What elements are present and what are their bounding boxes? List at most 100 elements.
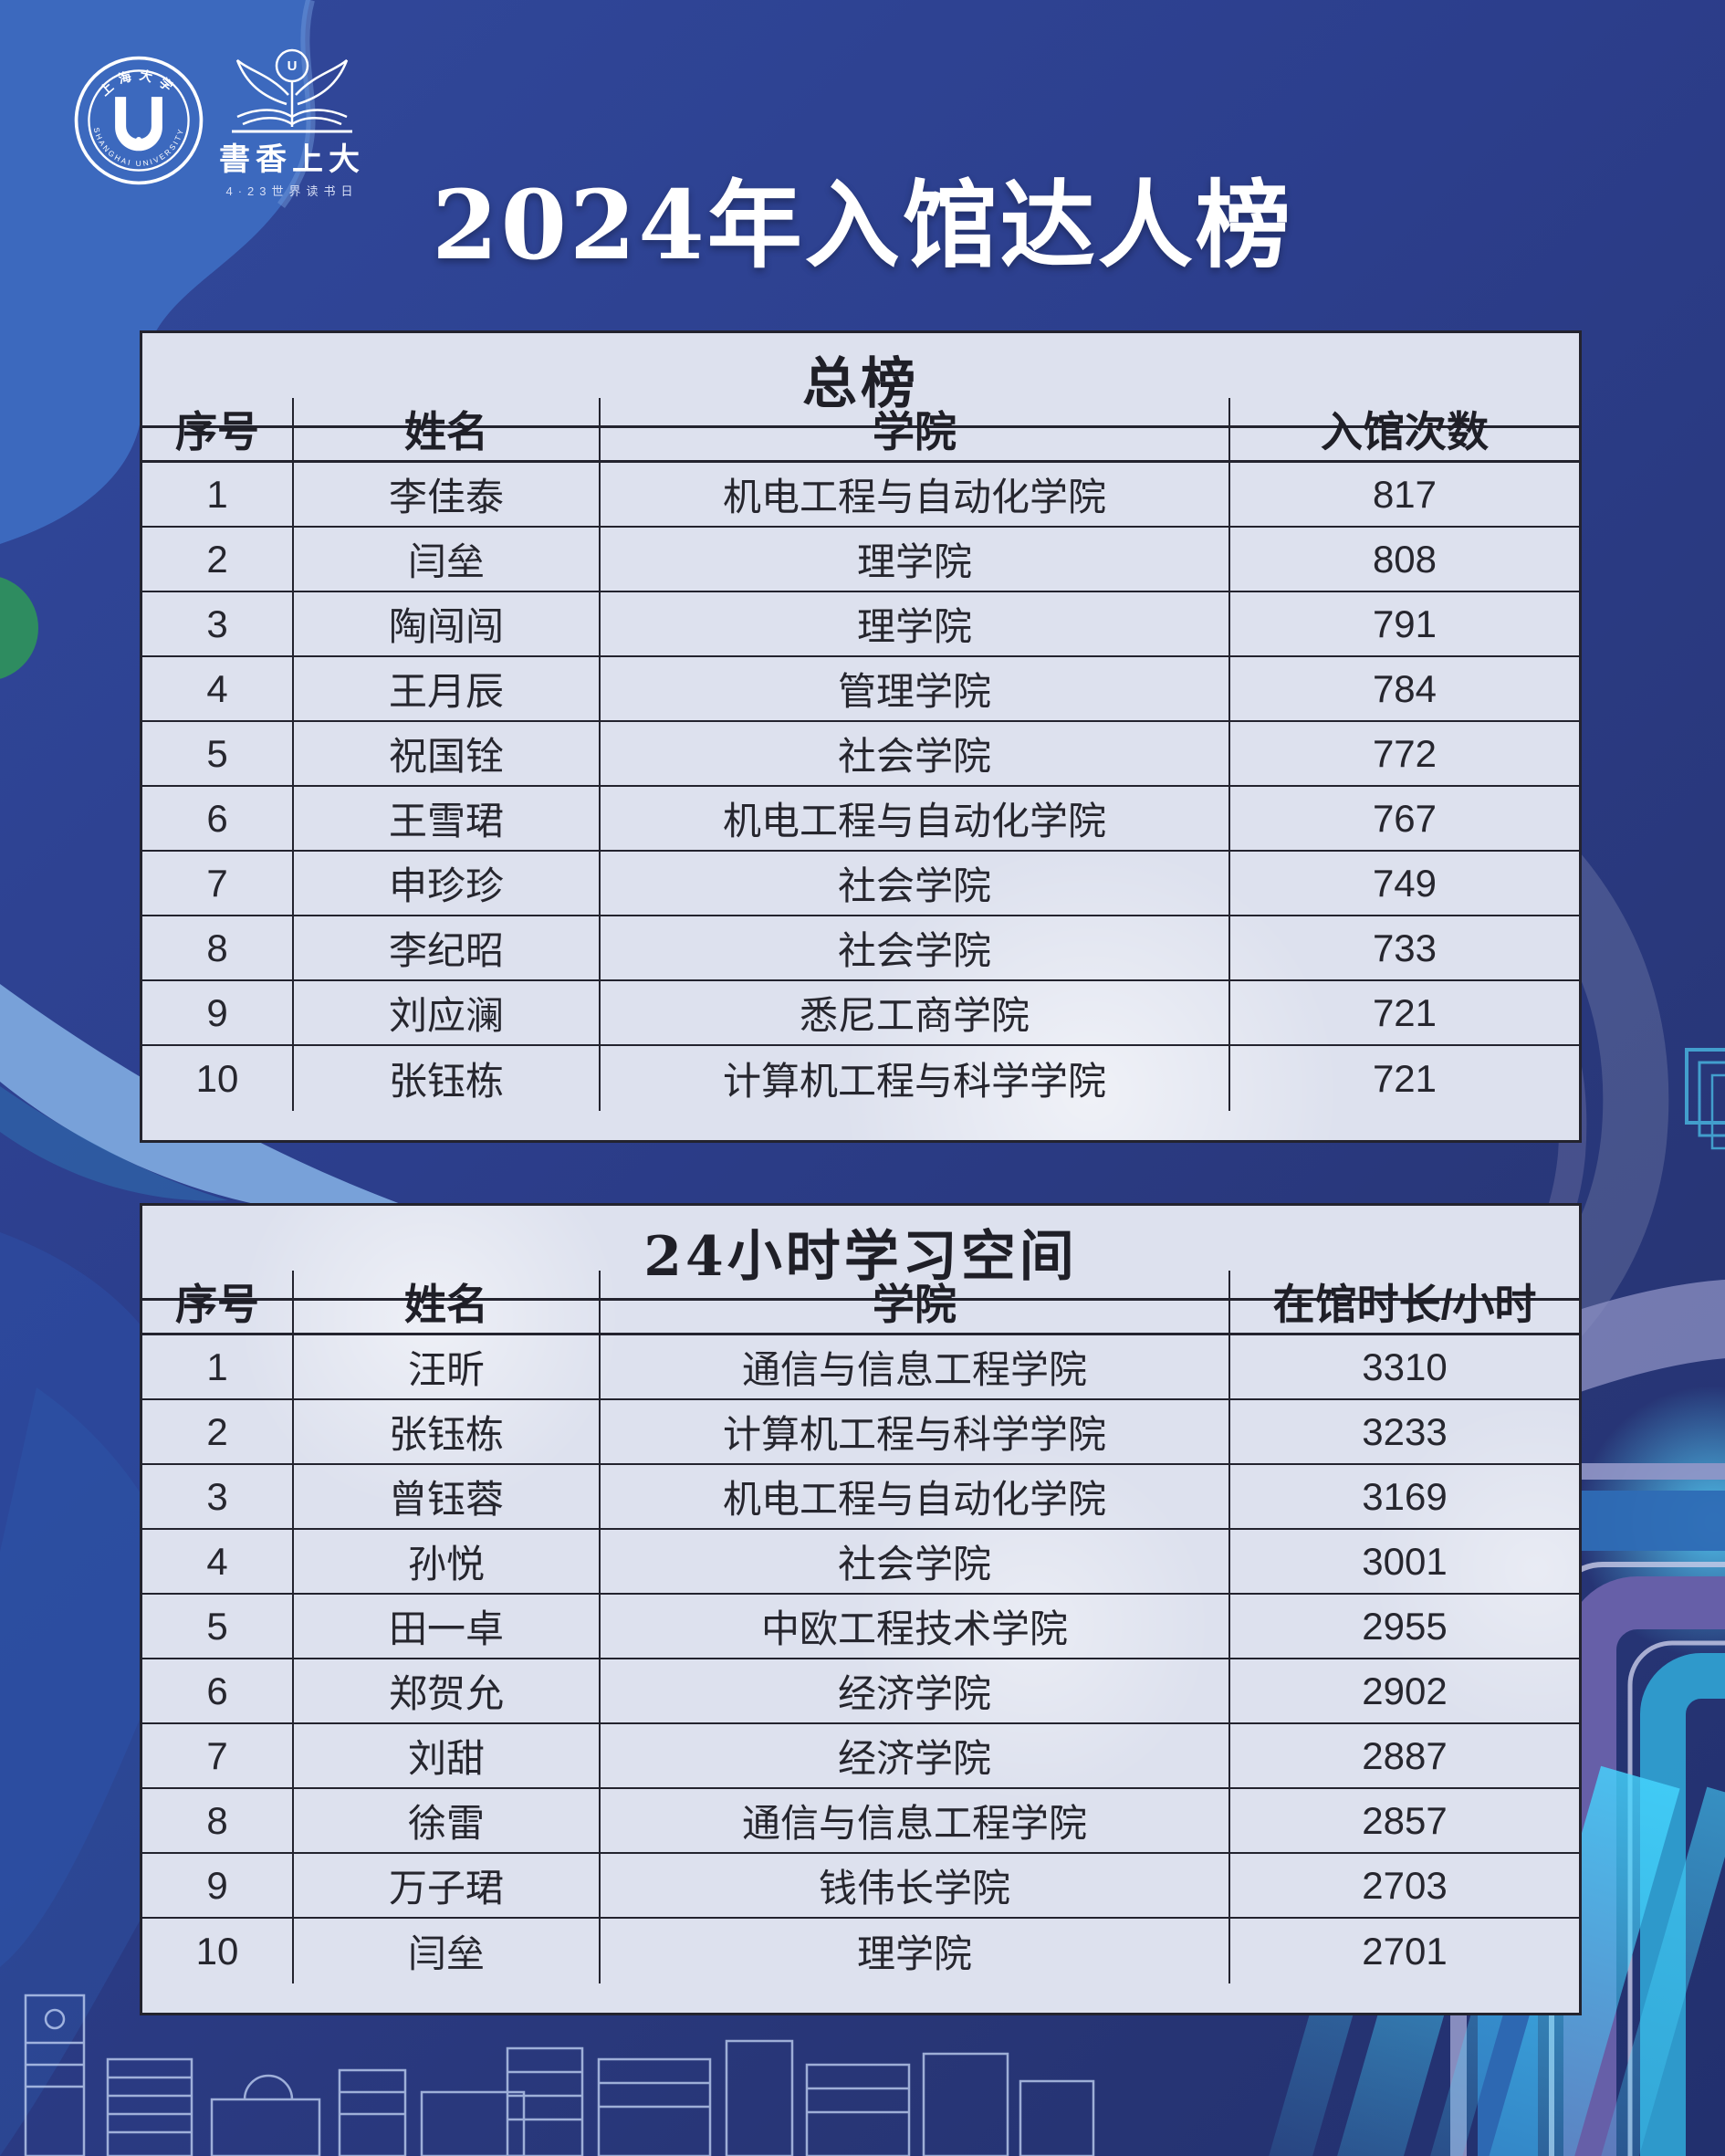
green-circle-accent: [0, 577, 38, 679]
table-cell: 社会学院: [601, 1530, 1230, 1595]
table-cell: 772: [1230, 722, 1579, 787]
left-crescent-shadow: [0, 1086, 228, 1201]
book-logo-subtitle: 4·23世界读书日: [225, 184, 358, 198]
table-cell: 经济学院: [601, 1659, 1230, 1724]
table-cell: 3: [142, 1465, 294, 1530]
table-cell: 管理学院: [601, 657, 1230, 722]
table-cell: 悉尼工商学院: [601, 981, 1230, 1046]
left-crescent: [0, 984, 429, 1218]
table-cell: 808: [1230, 528, 1579, 592]
column-header: 入馆次数: [1230, 398, 1579, 463]
column-header: 学院: [601, 398, 1230, 463]
column-header: 在馆时长/小时: [1230, 1271, 1579, 1335]
table-cell: 721: [1230, 981, 1579, 1046]
table-cell: 机电工程与自动化学院: [601, 1465, 1230, 1530]
table-cell: 2857: [1230, 1789, 1579, 1854]
page-title: 2024年入馆达人榜: [432, 169, 1293, 281]
table-cell: 社会学院: [601, 916, 1230, 981]
table-cell: 3169: [1230, 1465, 1579, 1530]
table-cell: 王月辰: [294, 657, 601, 722]
table-cell: 1: [142, 463, 294, 528]
table-cell: 2703: [1230, 1854, 1579, 1919]
table-cell: 2887: [1230, 1724, 1579, 1789]
table-cell: 郑贺允: [294, 1659, 601, 1724]
table-cell: 817: [1230, 463, 1579, 528]
table-cell: 3001: [1230, 1530, 1579, 1595]
table-cell: 刘应澜: [294, 981, 601, 1046]
table-cell: 3310: [1230, 1335, 1579, 1400]
table-cell: 万子珺: [294, 1854, 601, 1919]
table-cell: 张钰栋: [294, 1400, 601, 1465]
table-cell: 申珍珍: [294, 852, 601, 916]
table-title: 24小时学习空间: [142, 1206, 1579, 1301]
table-cell: 5: [142, 722, 294, 787]
table-cell: 田一卓: [294, 1595, 601, 1659]
table-cell: 784: [1230, 657, 1579, 722]
table-cell: 2: [142, 528, 294, 592]
svg-text:U: U: [288, 58, 298, 74]
table-cell: 张钰栋: [294, 1046, 601, 1111]
table-cell: 理学院: [601, 1919, 1230, 1983]
concentric-squares: [1685, 1048, 1725, 1150]
table-cell: 陶闯闯: [294, 592, 601, 657]
table-cell: 机电工程与自动化学院: [601, 787, 1230, 852]
table-cell: 4: [142, 657, 294, 722]
table-cell: 791: [1230, 592, 1579, 657]
table-cell: 2902: [1230, 1659, 1579, 1724]
table-cell: 7: [142, 852, 294, 916]
column-header: 序号: [142, 398, 294, 463]
table-cell: 孙悦: [294, 1530, 601, 1595]
table-cell: 曾钰蓉: [294, 1465, 601, 1530]
table-cell: 理学院: [601, 592, 1230, 657]
table-cell: 6: [142, 787, 294, 852]
study-space-table: 24小时学习空间 序号 姓名 学院 在馆时长/小时 1 汪昕 通信与信息工程学院 3310 2 张…: [140, 1203, 1582, 2015]
table-cell: 李佳泰: [294, 463, 601, 528]
column-header: 姓名: [294, 1271, 601, 1335]
table-cell: 2955: [1230, 1595, 1579, 1659]
table-cell: 2701: [1362, 1929, 1448, 1973]
skyline-art: [24, 1994, 1095, 2156]
table-cell: 767: [1230, 787, 1579, 852]
table-cell: 749: [1230, 852, 1579, 916]
table-cell: 刘甜: [294, 1724, 601, 1789]
table-cell: 闫垒: [294, 528, 601, 592]
column-header: 序号: [142, 1271, 294, 1335]
table-cell: 8: [142, 1789, 294, 1854]
table-cell: 9: [142, 1854, 294, 1919]
book-logo-title: 書香上大: [219, 142, 365, 177]
reading-festival-logo: U 書香上大 4·23世界读书日: [219, 48, 365, 198]
table-cell: 10: [142, 1919, 294, 1983]
table-cell: 5: [142, 1595, 294, 1659]
table-cell: 祝国铨: [294, 722, 601, 787]
topleft-wave-highlight: [277, 0, 316, 209]
overall-ranking-table: 总榜 序号 姓名 学院 入馆次数 1 李佳泰 机电工程与自动化学院 817 2 闫垒 理学院 808 3…: [140, 330, 1582, 1143]
table-cell: 2: [142, 1400, 294, 1465]
table-cell: 社会学院: [601, 852, 1230, 916]
table-cell: 7: [142, 1724, 294, 1789]
table-cell: 钱伟长学院: [601, 1854, 1230, 1919]
table-cell: 6: [142, 1659, 294, 1724]
column-header: 学院: [601, 1271, 1230, 1335]
table-cell: 10: [142, 1046, 294, 1111]
table-cell: 李纪昭: [294, 916, 601, 981]
table-cell: 1: [142, 1335, 294, 1400]
brand-header: 上海大学 SHANGHAI UNIVERSITY U 書香上大 4·23世界读书…: [64, 37, 520, 246]
seal-top-text: 上海大学: [97, 68, 173, 99]
table-cell: 计算机工程与科学学院: [601, 1400, 1230, 1465]
svg-text:上海大学: 上海大学: [97, 68, 181, 99]
table-cell: 王雪珺: [294, 787, 601, 852]
table-cell: 通信与信息工程学院: [601, 1335, 1230, 1400]
table-cell: 733: [1230, 916, 1579, 981]
table-cell: 4: [142, 1530, 294, 1595]
table-cell: 理学院: [601, 528, 1230, 592]
table-cell: 9: [142, 981, 294, 1046]
table-cell: 社会学院: [601, 722, 1230, 787]
university-seal-icon: 上海大学 SHANGHAI UNIVERSITY: [74, 56, 204, 185]
table-cell: 徐雷: [294, 1789, 601, 1854]
table-cell: 通信与信息工程学院: [601, 1789, 1230, 1854]
table-cell: 汪昕: [294, 1335, 601, 1400]
column-header: 姓名: [294, 398, 601, 463]
table-cell: 机电工程与自动化学院: [601, 463, 1230, 528]
table-cell: 中欧工程技术学院: [601, 1595, 1230, 1659]
